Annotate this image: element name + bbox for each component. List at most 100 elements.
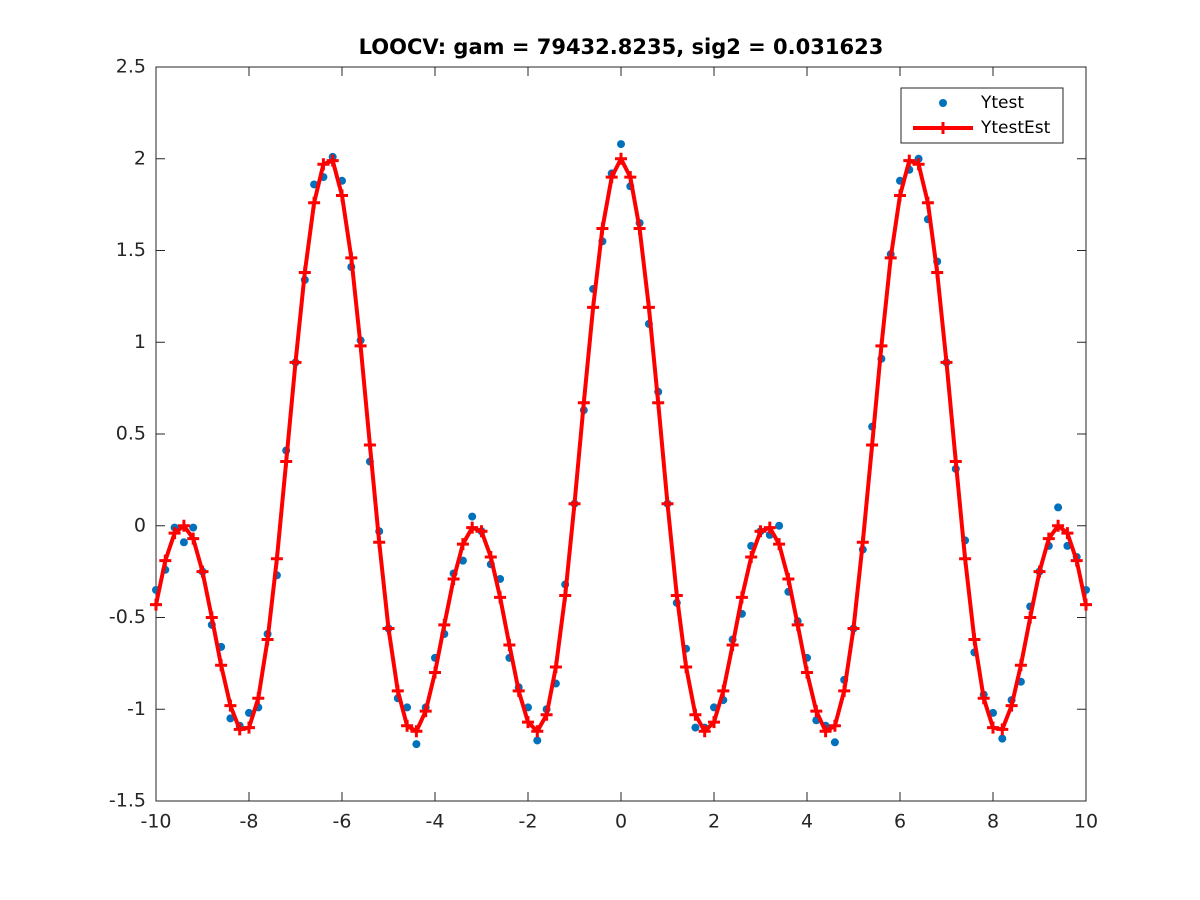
x-tick-label: 6 xyxy=(894,811,906,833)
data-point xyxy=(691,723,700,732)
plus-marker xyxy=(754,525,767,538)
plus-marker xyxy=(782,572,795,585)
y-tick-label: 0 xyxy=(134,514,146,536)
plus-marker xyxy=(261,633,274,646)
plus-marker xyxy=(605,171,618,184)
x-tick-label: -4 xyxy=(426,811,445,833)
data-point xyxy=(775,521,784,530)
x-tick-label: 0 xyxy=(615,811,627,833)
plus-marker xyxy=(401,719,414,732)
plus-marker xyxy=(456,538,469,551)
x-tick-label: -8 xyxy=(240,811,259,833)
x-tick-label: 4 xyxy=(801,811,813,833)
plus-marker xyxy=(1042,532,1055,545)
plus-marker xyxy=(735,591,748,604)
plus-marker xyxy=(1014,659,1027,672)
plus-marker xyxy=(931,266,944,279)
plus-marker xyxy=(243,721,255,734)
data-point xyxy=(189,523,198,532)
plus-marker xyxy=(419,705,432,718)
y-tick-label: 1 xyxy=(134,331,146,353)
plus-marker xyxy=(1052,519,1065,532)
plus-marker xyxy=(1061,527,1074,540)
data-point xyxy=(1054,503,1063,512)
plus-marker xyxy=(791,618,804,631)
plus-marker xyxy=(196,565,209,578)
plus-marker xyxy=(540,708,553,721)
plus-marker xyxy=(968,633,981,646)
plus-marker xyxy=(549,661,562,674)
plus-marker xyxy=(429,666,441,679)
plus-marker xyxy=(921,196,934,209)
plus-marker xyxy=(819,725,832,738)
plus-marker xyxy=(596,222,609,235)
legend-box xyxy=(900,87,1064,144)
plus-marker xyxy=(838,684,851,697)
plus-marker xyxy=(466,521,479,534)
data-point xyxy=(412,740,421,749)
plus-marker xyxy=(484,550,497,563)
plus-marker xyxy=(559,589,572,602)
plus-marker xyxy=(856,536,869,549)
y-tick-label: -1 xyxy=(127,698,146,720)
data-point xyxy=(998,734,1007,743)
plus-marker xyxy=(252,692,265,705)
data-point xyxy=(830,738,839,747)
chart-title: LOOCV: gam = 79432.8235, sig2 = 0.031623 xyxy=(359,35,884,59)
plus-marker xyxy=(1005,699,1018,712)
legend-label: Ytest xyxy=(980,93,1024,113)
plus-marker xyxy=(949,455,962,468)
plus-marker xyxy=(168,527,181,540)
legend: Ytest YtestEst xyxy=(900,87,1064,144)
plus-marker xyxy=(1033,565,1046,578)
plus-marker xyxy=(940,356,953,369)
data-point xyxy=(403,703,412,712)
plus-marker xyxy=(177,519,190,532)
plus-marker xyxy=(475,525,488,538)
y-tick-label: 0.5 xyxy=(116,423,146,445)
plus-marker xyxy=(773,538,786,551)
plus-marker xyxy=(670,589,683,602)
data-point xyxy=(179,538,188,547)
plus-marker xyxy=(373,536,386,549)
legend-symbol xyxy=(939,99,947,107)
plus-marker xyxy=(382,622,395,635)
plus-marker xyxy=(410,725,423,738)
plus-marker xyxy=(270,552,283,565)
legend-label: YtestEst xyxy=(980,118,1051,138)
plus-marker xyxy=(363,439,376,452)
plus-marker xyxy=(1080,598,1092,611)
plus-marker xyxy=(726,639,739,652)
plus-marker xyxy=(708,716,720,729)
plus-marker xyxy=(531,725,544,738)
data-point xyxy=(226,714,235,723)
plus-marker xyxy=(615,152,627,165)
plus-marker xyxy=(894,189,906,202)
plus-marker xyxy=(298,266,311,279)
plus-marker xyxy=(438,618,451,631)
plus-marker xyxy=(205,611,218,624)
x-tick-label: -10 xyxy=(140,811,171,833)
x-tick-label: 2 xyxy=(708,811,720,833)
plus-marker xyxy=(624,171,637,184)
plus-marker xyxy=(1024,611,1037,624)
plus-marker xyxy=(289,356,302,369)
plus-marker xyxy=(717,684,730,697)
data-point xyxy=(468,512,477,521)
x-tick-label: -6 xyxy=(333,811,352,833)
plus-marker xyxy=(959,552,972,565)
plot-area xyxy=(156,67,1086,801)
plus-marker xyxy=(326,154,339,167)
plus-marker xyxy=(159,554,172,567)
plus-marker xyxy=(447,572,460,585)
plus-marker xyxy=(866,439,879,452)
plus-marker xyxy=(494,591,507,604)
y-tick-label: -0.5 xyxy=(109,606,146,628)
plus-marker xyxy=(912,158,925,171)
data-point xyxy=(617,140,625,149)
plus-marker xyxy=(354,339,367,352)
plus-marker xyxy=(698,725,711,738)
plus-marker xyxy=(503,639,516,652)
y-tick-label: 2.5 xyxy=(116,56,146,78)
